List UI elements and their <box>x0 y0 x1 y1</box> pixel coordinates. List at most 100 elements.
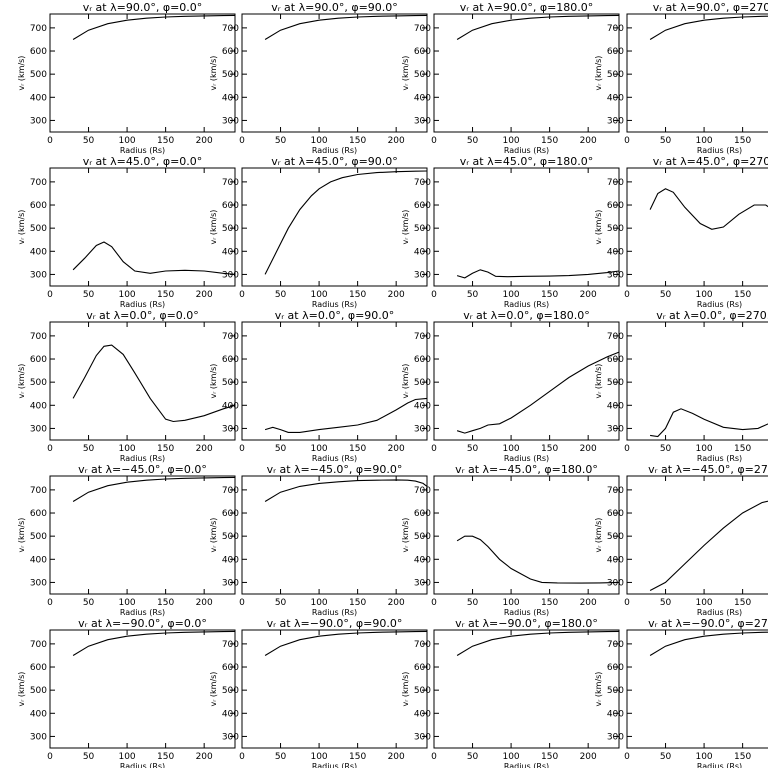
x-tick-label: 0 <box>431 136 437 146</box>
y-axis-label: vᵣ (km/s) <box>594 210 603 245</box>
x-tick-label: 150 <box>157 136 174 146</box>
series-line <box>456 630 620 656</box>
y-axis-label: vᵣ (km/s) <box>17 518 26 553</box>
y-tick-label: 400 <box>607 555 624 565</box>
x-tick-label: 100 <box>118 136 135 146</box>
y-tick-label: 600 <box>222 47 239 57</box>
panel-title: vᵣ at λ=45.0°, φ=270.0° <box>653 155 768 168</box>
x-axis-label: Radius (Rs) <box>504 146 549 155</box>
x-tick-label: 0 <box>624 136 630 146</box>
x-axis-label: Radius (Rs) <box>697 762 742 768</box>
y-axis-label: vᵣ (km/s) <box>209 210 218 245</box>
chart-panel-16: vᵣ at λ=−45.0°, φ=270.0°0501001502003004… <box>594 463 768 617</box>
y-tick-label: 700 <box>30 640 47 650</box>
chart-panel-3: vᵣ at λ=90.0°, φ=180.0° 0 50 100 150 200 300 40… <box>401 1 620 155</box>
y-tick-label: 500 <box>607 532 624 542</box>
x-tick-label: 0 <box>431 290 437 300</box>
series-line <box>264 479 428 502</box>
y-tick-label: 300 <box>414 732 431 742</box>
x-tick-label: 0 <box>624 290 630 300</box>
panel-title: vᵣ at λ=0.0°, φ=90.0° <box>275 309 395 322</box>
y-tick-label: 500 <box>222 224 239 234</box>
plot-frame <box>241 321 428 441</box>
y-tick-label: 500 <box>607 70 624 80</box>
x-axis-label: Radius (Rs) <box>504 300 549 309</box>
x-axis-label: Radius (Rs) <box>120 608 165 617</box>
y-tick-label: 500 <box>30 686 47 696</box>
y-tick-label: 700 <box>414 640 431 650</box>
x-tick-label: 50 <box>275 444 287 454</box>
x-tick-label: 200 <box>196 136 213 146</box>
x-tick-label: 0 <box>239 136 245 146</box>
x-tick-label: 50 <box>275 136 287 146</box>
x-tick-label: 0 <box>47 136 53 146</box>
panel-title: vᵣ at λ=−45.0°, φ=270.0° <box>648 463 768 476</box>
x-tick-label: 0 <box>431 444 437 454</box>
panel-title: vᵣ at λ=−90.0°, φ=180.0° <box>455 617 598 630</box>
x-tick-label: 200 <box>196 290 213 300</box>
x-tick-label: 0 <box>47 752 53 762</box>
x-tick-label: 0 <box>47 290 53 300</box>
y-tick-label: 500 <box>222 70 239 80</box>
y-axis-label: vᵣ (km/s) <box>17 56 26 91</box>
panel-title: vᵣ at λ=45.0°, φ=180.0° <box>460 155 594 168</box>
x-tick-label: 100 <box>695 444 712 454</box>
x-tick-label: 50 <box>83 598 95 608</box>
y-tick-label: 600 <box>607 355 624 365</box>
x-axis-label: Radius (Rs) <box>312 454 357 463</box>
x-tick-label: 50 <box>83 136 95 146</box>
y-tick-label: 500 <box>30 70 47 80</box>
y-tick-label: 500 <box>414 378 431 388</box>
y-axis-label: vᵣ (km/s) <box>401 518 410 553</box>
panel-title: vᵣ at λ=−45.0°, φ=90.0° <box>267 463 403 476</box>
y-tick-label: 600 <box>222 355 239 365</box>
y-tick-label: 600 <box>222 201 239 211</box>
series-line <box>649 188 768 230</box>
y-axis-label: vᵣ (km/s) <box>401 210 410 245</box>
y-tick-label: 300 <box>30 116 47 126</box>
y-tick-label: 700 <box>414 24 431 34</box>
x-tick-label: 0 <box>431 598 437 608</box>
x-tick-label: 150 <box>734 290 751 300</box>
y-tick-label: 700 <box>30 24 47 34</box>
x-tick-label: 200 <box>388 444 405 454</box>
panel-title: vᵣ at λ=45.0°, φ=90.0° <box>271 155 398 168</box>
y-tick-label: 500 <box>414 532 431 542</box>
y-tick-label: 400 <box>30 93 47 103</box>
x-tick-label: 150 <box>541 290 558 300</box>
y-tick-label: 300 <box>414 116 431 126</box>
x-tick-label: 50 <box>275 290 287 300</box>
y-axis-label: vᵣ (km/s) <box>17 364 26 399</box>
plot-frame <box>241 475 428 595</box>
x-tick-label: 0 <box>624 444 630 454</box>
x-tick-label: 0 <box>624 598 630 608</box>
x-tick-label: 100 <box>502 290 519 300</box>
plot-frame <box>49 167 236 287</box>
x-axis-label: Radius (Rs) <box>120 762 165 768</box>
y-tick-label: 700 <box>30 332 47 342</box>
x-tick-label: 200 <box>580 136 597 146</box>
x-tick-label: 150 <box>541 444 558 454</box>
y-tick-label: 300 <box>30 424 47 434</box>
plot-frame <box>241 629 428 749</box>
x-tick-label: 100 <box>502 752 519 762</box>
series-line <box>72 344 236 423</box>
y-tick-label: 600 <box>607 47 624 57</box>
y-tick-label: 700 <box>30 486 47 496</box>
plot-frame <box>241 13 428 133</box>
x-tick-label: 100 <box>695 752 712 762</box>
y-tick-label: 600 <box>414 509 431 519</box>
y-tick-label: 600 <box>30 509 47 519</box>
x-tick-label: 50 <box>660 136 672 146</box>
panel-title: vᵣ at λ=0.0°, φ=270.0° <box>656 309 768 322</box>
y-tick-label: 600 <box>222 663 239 673</box>
y-tick-label: 300 <box>607 116 624 126</box>
plot-frame <box>626 167 768 287</box>
x-tick-label: 150 <box>157 598 174 608</box>
y-tick-label: 300 <box>414 270 431 280</box>
x-axis-label: Radius (Rs) <box>312 146 357 155</box>
x-tick-label: 0 <box>239 290 245 300</box>
y-axis-label: vᵣ (km/s) <box>594 364 603 399</box>
x-tick-label: 200 <box>580 752 597 762</box>
y-tick-label: 400 <box>30 247 47 257</box>
